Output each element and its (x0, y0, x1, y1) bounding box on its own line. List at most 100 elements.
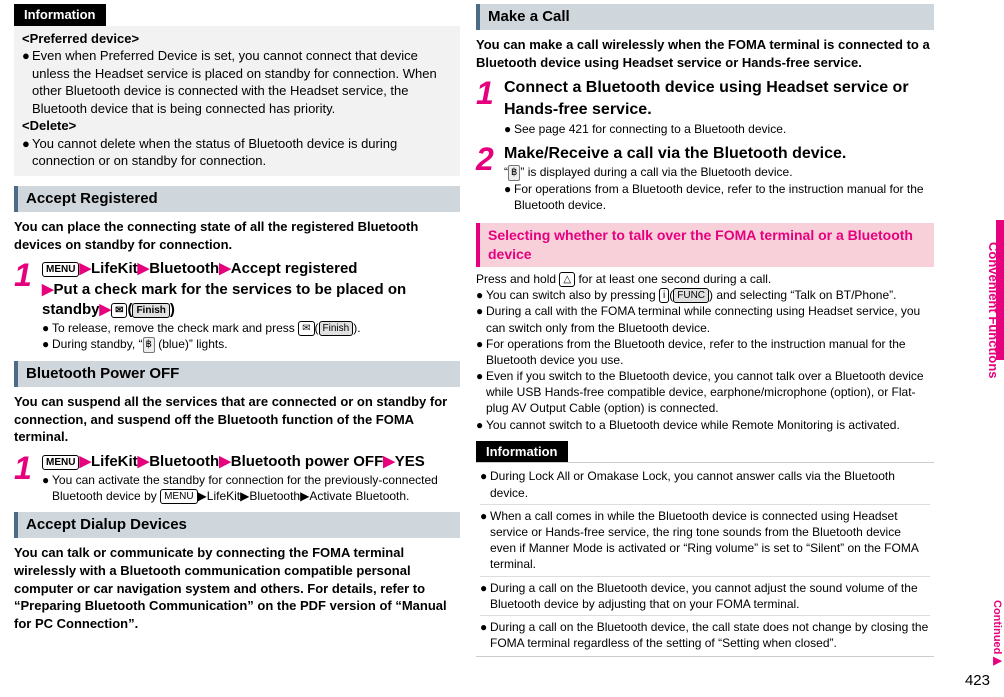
bluetooth-icon: ฿ (143, 337, 155, 353)
info-b1: ●During Lock All or Omakase Lock, you ca… (480, 465, 930, 504)
arrow-icon: ▶ (138, 453, 150, 470)
call-step-1: 1 Connect a Bluetooth device using Heads… (476, 77, 934, 136)
bullet-icon: ● (22, 47, 32, 117)
bullet-icon: ● (476, 336, 486, 368)
sel-b3: ● For operations from the Bluetooth devi… (476, 336, 934, 368)
arrow-icon: ▶ (79, 453, 91, 470)
mail-key-icon: ✉ (111, 303, 127, 318)
side-tab: Convenient Functions (984, 220, 1004, 360)
arrow-icon: ▶ (100, 301, 112, 318)
step1-note1-text: To release, remove the check mark and pr… (52, 320, 460, 336)
left-column: Information <Preferred device> ● Even wh… (0, 0, 470, 697)
power-step-1: 1 MENU▶LifeKit▶Bluetooth▶Bluetooth power… (14, 452, 460, 505)
i-key-icon: i (659, 288, 669, 303)
arrow-icon: ▶ (219, 453, 231, 470)
bullet-icon: ● (480, 619, 490, 651)
bullet-icon: ● (42, 472, 52, 504)
delete-bullet: ● You cannot delete when the status of B… (22, 135, 452, 170)
preferred-device-title: <Preferred device> (22, 30, 452, 48)
step-number-1: 1 (14, 259, 42, 352)
bullet-icon: ● (480, 468, 490, 500)
step1-note2-text: During standby, “฿ (blue)” lights. (52, 336, 460, 353)
step1-note1: ● To release, remove the check mark and … (42, 320, 460, 336)
arrow-icon: ▶ (383, 453, 395, 470)
sel-b1: ● You can switch also by pressing i(FUNC… (476, 287, 934, 303)
arrow-icon: ▶ (300, 489, 309, 503)
call-step2-note1: “฿” is displayed during a call via the B… (504, 164, 934, 181)
info-b3: ●During a call on the Bluetooth device, … (480, 577, 930, 616)
sel-b4-text: Even if you switch to the Bluetooth devi… (486, 368, 934, 417)
bullet-icon: ● (42, 320, 52, 336)
nav-key-icon: △ (559, 272, 575, 287)
information-header: Information (14, 4, 106, 26)
make-call-header: Make a Call (476, 4, 934, 30)
menu-key-icon: MENU (42, 455, 79, 470)
nav-power-off: Bluetooth power OFF (231, 453, 383, 470)
make-call-blurb: You can make a call wirelessly when the … (476, 36, 934, 71)
bluetooth-call-icon: ฿ (508, 165, 520, 181)
page-number: 423 (965, 671, 990, 691)
delete-title: <Delete> (22, 117, 452, 135)
step-body: MENU▶LifeKit▶Bluetooth▶Bluetooth power O… (42, 452, 460, 505)
page-footer: 423 (965, 671, 990, 691)
nav-lifekit: LifeKit (91, 453, 138, 470)
bullet-icon: ● (476, 303, 486, 335)
nav-bluetooth: Bluetooth (149, 260, 219, 277)
page-root: Information <Preferred device> ● Even wh… (0, 0, 1004, 697)
menu-key-icon: MENU (160, 489, 197, 504)
continued-arrow-icon: ▶ (989, 654, 1004, 667)
info-b2-text: When a call comes in while the Bluetooth… (490, 508, 930, 573)
bullet-icon: ● (476, 287, 486, 303)
nav-put-check: Put a check mark for the services to be … (42, 281, 406, 318)
info-header-wrap-right: Information (476, 441, 934, 463)
info-b1-text: During Lock All or Omakase Lock, you can… (490, 468, 930, 500)
arrow-icon: ▶ (219, 260, 231, 277)
step-number-1: 1 (14, 452, 42, 505)
accept-registered-header: Accept Registered (14, 186, 460, 212)
info-b4: ●During a call on the Bluetooth device, … (480, 616, 930, 654)
nav-line-2: ▶Put a check mark for the services to be… (42, 280, 460, 321)
info-b4-text: During a call on the Bluetooth device, t… (490, 619, 930, 651)
nav-bluetooth: Bluetooth (149, 453, 219, 470)
power-nav: MENU▶LifeKit▶Bluetooth▶Bluetooth power O… (42, 452, 460, 472)
preferred-bullet: ● Even when Preferred Device is set, you… (22, 47, 452, 117)
arrow-icon: ▶ (198, 489, 207, 503)
call-step1-title: Connect a Bluetooth device using Headset… (504, 77, 934, 120)
info-b2: ●When a call comes in while the Bluetoot… (480, 505, 930, 577)
nav-line-1: MENU▶LifeKit▶Bluetooth▶Accept registered (42, 259, 460, 279)
step-body: Make/Receive a call via the Bluetooth de… (504, 143, 934, 213)
information-header-right: Information (476, 441, 568, 463)
bullet-icon: ● (22, 135, 32, 170)
nav-yes: YES (395, 453, 425, 470)
bullet-icon: ● (476, 368, 486, 417)
bullet-icon: ● (504, 181, 514, 213)
step-number-1: 1 (476, 77, 504, 136)
func-softkey: FUNC (673, 288, 709, 303)
delete-bullet-text: You cannot delete when the status of Blu… (32, 135, 452, 170)
accept-step-1: 1 MENU▶LifeKit▶Bluetooth▶Accept register… (14, 259, 460, 352)
call-step1-note: ● See page 421 for connecting to a Bluet… (504, 121, 934, 137)
dialup-blurb: You can talk or communicate by connectin… (14, 544, 460, 632)
sel-b3-text: For operations from the Bluetooth device… (486, 336, 934, 368)
accept-registered-blurb: You can place the connecting state of al… (14, 218, 460, 253)
call-step2-note2-text: For operations from a Bluetooth device, … (514, 181, 934, 213)
power-note: ● You can activate the standby for conne… (42, 472, 460, 504)
step-body: MENU▶LifeKit▶Bluetooth▶Accept registered… (42, 259, 460, 352)
sel-b5: ● You cannot switch to a Bluetooth devic… (476, 417, 934, 433)
call-step2-title: Make/Receive a call via the Bluetooth de… (504, 143, 934, 165)
info-b3-text: During a call on the Bluetooth device, y… (490, 580, 930, 612)
mail-key-icon: ✉ (298, 321, 314, 336)
arrow-icon: ▶ (138, 260, 150, 277)
power-off-blurb: You can suspend all the services that ar… (14, 393, 460, 446)
bullet-icon: ● (476, 417, 486, 433)
info-box-right: ●During Lock All or Omakase Lock, you ca… (476, 462, 934, 657)
power-off-header: Bluetooth Power OFF (14, 361, 460, 387)
nav-lifekit: LifeKit (91, 260, 138, 277)
nav-accept-registered: Accept registered (231, 260, 358, 277)
call-step1-note-text: See page 421 for connecting to a Bluetoo… (514, 121, 934, 137)
info-header-wrap: Information (14, 4, 460, 26)
finish-softkey: Finish (319, 321, 354, 336)
bullet-icon: ● (480, 580, 490, 612)
dialup-header: Accept Dialup Devices (14, 512, 460, 538)
sel-b1-text: You can switch also by pressing i(FUNC) … (486, 287, 934, 303)
